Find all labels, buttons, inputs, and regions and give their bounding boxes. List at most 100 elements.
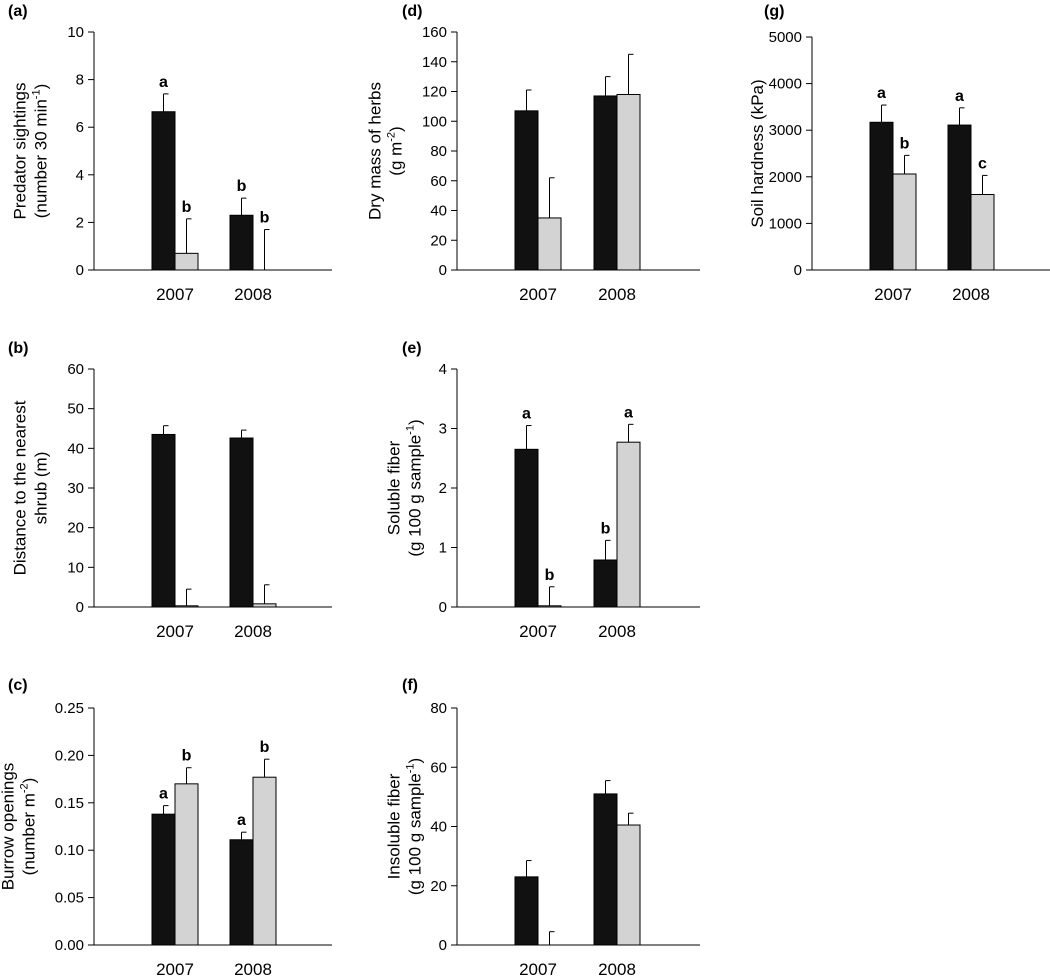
y-label-text: Burrow openings [0,763,18,891]
x-category-label: 2007 [519,285,557,304]
y-label-text: (g 100 g sample [406,773,425,895]
bar-2008-series-2 [616,824,641,946]
bar-2008-series-1 [593,559,618,608]
bar-2007-series-2 [537,217,562,271]
y-tick-label: 6 [76,119,84,136]
y-label-superscript: -1 [405,425,417,435]
bar-2008-series-1 [229,839,254,946]
y-tick-label: 40 [430,203,447,220]
y-label-text: ) [20,778,39,784]
y-tick-label: 4 [76,167,84,184]
significance-letter: a [955,88,964,105]
bar-2008-series-2 [616,93,641,271]
y-tick-label: 100 [422,113,447,130]
y-label-text: shrub (m) [32,452,51,525]
y-tick-label: 0.00 [55,937,84,954]
significance-letter: a [159,786,168,803]
x-category-label: 2008 [952,285,990,304]
y-tick-label: 0 [76,262,84,279]
y-label-text: Distance to the nearest [11,400,30,575]
y-axis-label-line: Insoluble fiber [385,773,404,879]
panel-label: (f) [402,677,418,694]
y-tick-label: 8 [76,72,84,89]
y-axis-label: Dry mass of herbs (g m-2) [366,82,406,220]
x-category-label: 2008 [234,960,272,979]
bar-2007-series-2 [174,252,199,271]
y-tick-label: 3 [439,421,447,438]
y-tick-label: 0.05 [55,890,84,907]
y-tick-label: 4 [439,361,447,378]
bar-2008-series-2 [616,441,641,608]
y-label-text: (g m [387,142,406,176]
y-axis-label-line: shrub (m) [32,452,51,525]
significance-letter: c [978,155,987,172]
panel-label: (c) [8,677,28,694]
y-axis-label-line: (g m-2) [386,126,406,175]
y-tick-label: 3000 [769,122,802,139]
y-tick-label: 5000 [769,29,802,46]
y-label-text: ) [387,126,406,132]
bar-2007-series-2 [537,605,562,608]
bar-2007-series-1 [151,111,176,271]
y-label-text: (number m [20,793,39,875]
x-category-label: 2008 [234,285,272,304]
bar-2007-series-1 [869,121,894,271]
y-label-text: Insoluble fiber [385,773,404,879]
bar-2007-series-1 [514,110,539,271]
y-tick-label: 80 [430,143,447,160]
panel-d: (d) 0 20 40 60 80 100 120 140 160 2007 2008 Dry mass… [366,3,700,304]
y-axis-label-line: Soil hardness (kPa) [748,79,767,227]
x-category-label: 2007 [519,960,557,979]
y-label-text: Soluble fiber [385,440,404,535]
bar-2007-series-1 [151,433,176,608]
bar-2008-series-1 [593,95,618,271]
significance-letter: a [877,85,886,102]
x-category-label: 2007 [156,960,194,979]
x-category-label: 2008 [598,960,636,979]
bar-2008-series-1 [593,793,618,946]
y-axis-label: Burrow openings (number m-2) [0,763,39,891]
y-label-text: Predator sightings [11,82,30,219]
y-label-text: (g 100 g sample [406,435,425,557]
y-tick-label: 1000 [769,215,802,232]
significance-letter: b [182,748,192,765]
panel-label: (e) [402,340,422,357]
y-label-superscript: -1 [31,89,43,99]
x-category-label: 2008 [598,285,636,304]
y-tick-label: 160 [422,24,447,41]
y-axis-label-line: (g 100 g sample-1) [405,419,425,556]
y-tick-label: 0.20 [55,747,84,764]
y-label-text: (number 30 min [32,99,51,218]
significance-letter: a [624,404,633,421]
y-tick-label: 0 [76,599,84,616]
bar-2007-series-1 [151,813,176,946]
significance-letter: b [260,210,270,227]
y-axis-label-line: Distance to the nearest [11,400,30,575]
bar-2007-series-1 [514,448,539,608]
significance-letter: a [159,74,168,91]
significance-letter: b [601,520,611,537]
y-axis-label: Distance to the nearest shrub (m) [11,400,51,575]
y-axis-label: Soluble fiber (g 100 g sample-1) [385,419,425,556]
x-category-label: 2007 [156,622,194,641]
y-axis-label-line: Soluble fiber [385,440,404,535]
y-label-superscript: -2 [386,132,398,142]
y-label-superscript: -2 [19,783,31,793]
y-tick-label: 2 [439,480,447,497]
y-tick-label: 30 [67,480,84,497]
y-tick-label: 20 [67,520,84,537]
y-label-text: Soil hardness (kPa) [748,79,767,227]
y-axis-label: Soil hardness (kPa) [748,79,767,227]
y-tick-label: 60 [67,361,84,378]
significance-letter: a [237,812,246,829]
y-label-superscript: -1 [405,763,417,773]
significance-letter: b [545,567,555,584]
x-category-label: 2008 [234,622,272,641]
x-category-label: 2007 [874,285,912,304]
bar-2007-series-1 [514,876,539,946]
y-tick-label: 0 [439,262,447,279]
y-tick-label: 60 [430,759,447,776]
y-tick-label: 2000 [769,169,802,186]
bar-2008-series-1 [229,437,254,608]
